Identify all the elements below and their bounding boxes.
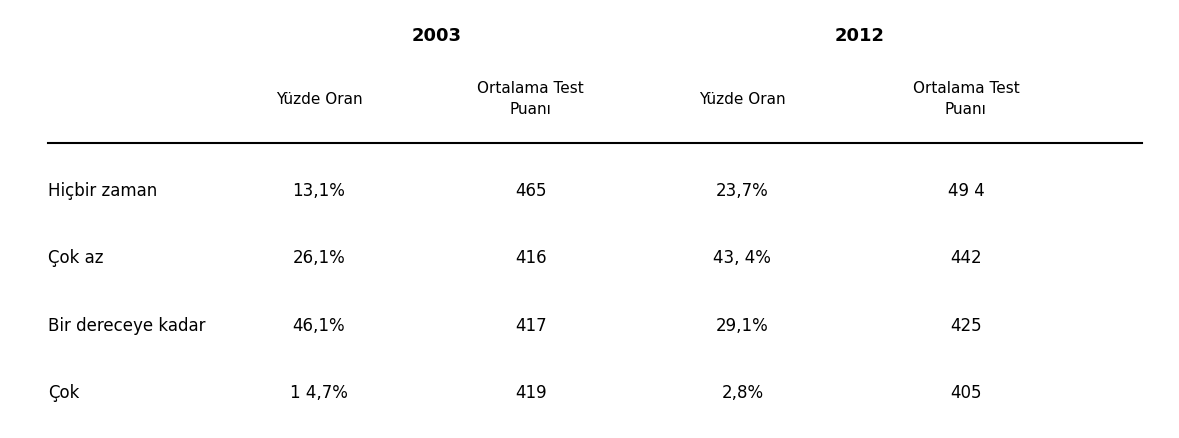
Text: Çok: Çok [48,384,80,402]
Text: 23,7%: 23,7% [716,182,769,200]
Text: 419: 419 [515,384,547,402]
Text: Ortalama Test
Puanı: Ortalama Test Puanı [913,81,1020,117]
Text: Çok az: Çok az [48,249,104,267]
Text: 13,1%: 13,1% [292,182,345,200]
Text: Yüzde Oran: Yüzde Oran [699,92,785,107]
Text: Ortalama Test
Puanı: Ortalama Test Puanı [477,81,584,117]
Text: 43, 4%: 43, 4% [713,249,771,267]
Text: 1 4,7%: 1 4,7% [290,384,348,402]
Text: 26,1%: 26,1% [292,249,345,267]
Text: 417: 417 [515,317,547,335]
Text: 2012: 2012 [835,27,885,45]
Text: 416: 416 [515,249,547,267]
Text: 2003: 2003 [411,27,462,45]
Text: 425: 425 [950,317,982,335]
Text: 46,1%: 46,1% [292,317,345,335]
Text: 442: 442 [950,249,982,267]
Text: 465: 465 [515,182,546,200]
Text: Yüzde Oran: Yüzde Oran [276,92,362,107]
Text: 29,1%: 29,1% [716,317,769,335]
Text: Bir dereceye kadar: Bir dereceye kadar [48,317,206,335]
Text: 2,8%: 2,8% [722,384,764,402]
Text: 405: 405 [950,384,982,402]
Text: Hiçbir zaman: Hiçbir zaman [48,182,158,200]
Text: 49 4: 49 4 [948,182,984,200]
